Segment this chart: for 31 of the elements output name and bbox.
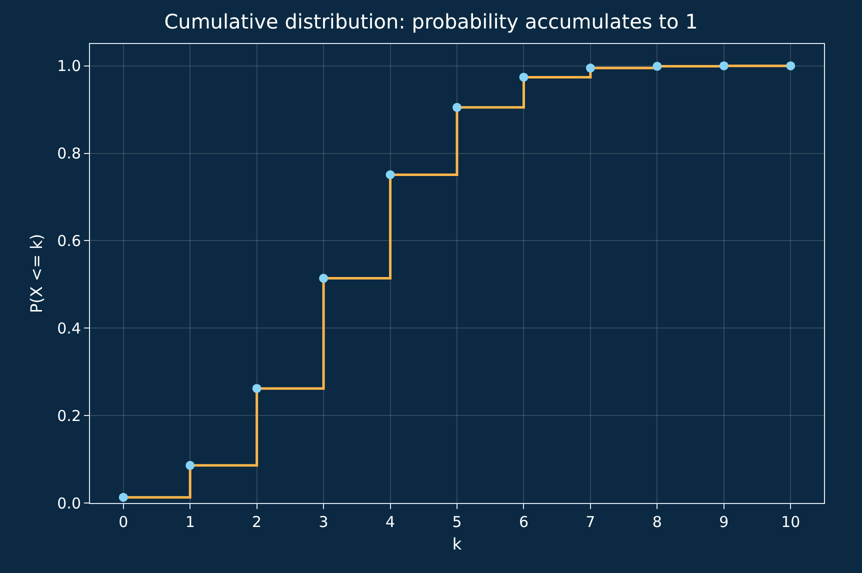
chart-title: Cumulative distribution: probability accumulates to 1 — [164, 9, 698, 34]
point — [586, 64, 595, 73]
x-tick-label: 3 — [318, 513, 328, 531]
x-tick-label: 4 — [385, 513, 396, 531]
point — [786, 61, 796, 70]
point — [719, 61, 728, 70]
point — [186, 460, 195, 470]
point — [519, 72, 528, 82]
x-tick-label: 1 — [185, 513, 195, 531]
y-tick-label: 0.2 — [57, 406, 81, 425]
x-tick-label: 10 — [781, 513, 800, 531]
x-tick-label: 6 — [518, 513, 529, 531]
x-tick-label: 9 — [719, 513, 729, 531]
y-tick-label: 0.0 — [57, 494, 81, 512]
x-tick-label: 8 — [652, 513, 662, 531]
y-axis-title: P(X <= k) — [27, 234, 46, 314]
y-tick-label: 0.4 — [57, 319, 81, 338]
x-tick-label: 2 — [252, 513, 262, 531]
point — [386, 170, 395, 180]
point — [252, 384, 262, 393]
y-tick-label: 0.6 — [57, 232, 81, 250]
point — [652, 62, 662, 71]
point — [452, 102, 462, 112]
y-tick-label: 1.0 — [57, 57, 81, 76]
y-tick-label: 0.8 — [57, 144, 81, 163]
point — [319, 274, 328, 283]
x-tick-label: 7 — [586, 513, 596, 531]
x-tick-label: 0 — [118, 513, 128, 531]
point — [118, 492, 128, 502]
x-axis-title: k — [452, 534, 462, 554]
x-tick-label: 5 — [452, 513, 462, 531]
